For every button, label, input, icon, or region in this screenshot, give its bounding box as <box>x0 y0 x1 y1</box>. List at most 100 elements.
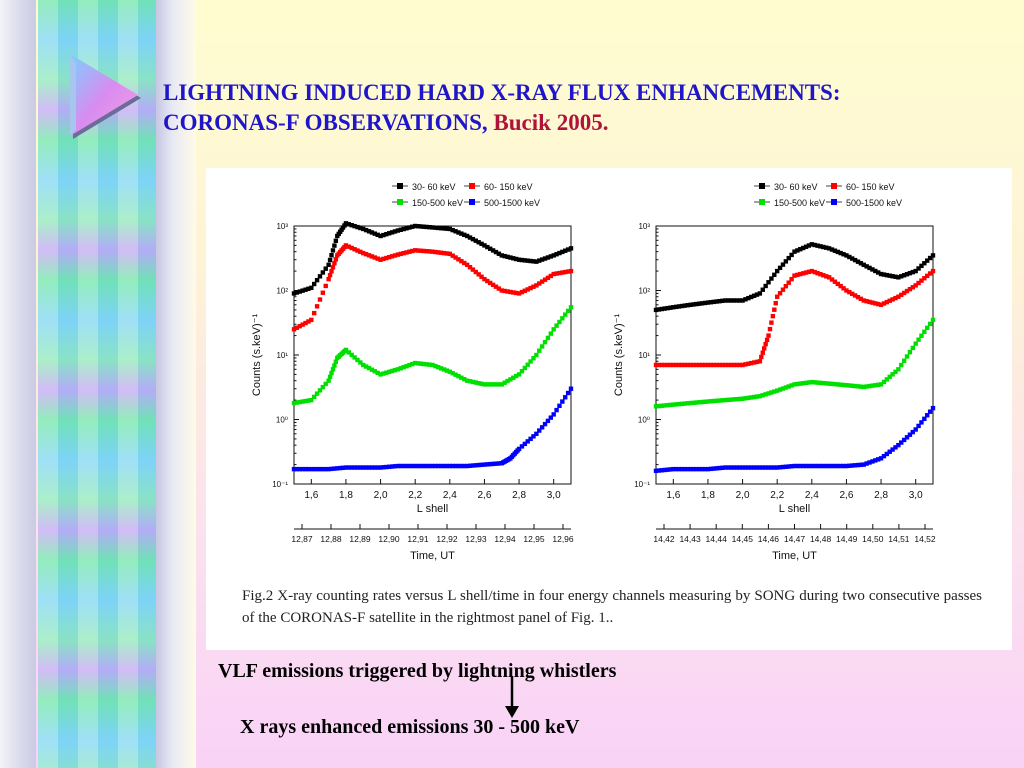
data-point <box>464 378 470 383</box>
data-point <box>565 247 571 252</box>
data-point <box>456 463 461 469</box>
time-tick-label: 12,89 <box>349 534 371 544</box>
data-point <box>352 465 357 470</box>
data-point <box>485 462 490 467</box>
data-point <box>327 272 333 278</box>
data-point <box>760 393 765 398</box>
data-point <box>855 294 861 300</box>
legend-marker <box>759 183 765 189</box>
data-point <box>901 273 907 278</box>
data-point <box>812 463 817 469</box>
data-point <box>346 350 352 355</box>
y-tick-label: 10⁻¹ <box>272 480 288 489</box>
data-point <box>479 381 484 386</box>
time-tick-label: 12,92 <box>436 534 458 544</box>
data-point <box>303 398 308 404</box>
data-point <box>708 466 714 472</box>
data-point <box>450 253 455 258</box>
data-point <box>485 278 490 284</box>
data-point <box>890 372 895 377</box>
data-point <box>708 399 714 404</box>
data-point <box>925 413 930 418</box>
data-point <box>792 249 797 254</box>
data-point <box>444 226 450 231</box>
data-point <box>375 465 380 470</box>
data-point <box>723 298 728 303</box>
data-point <box>560 270 565 275</box>
data-point <box>841 286 846 291</box>
time-tick-label: 14,45 <box>732 534 754 544</box>
data-point <box>809 379 815 385</box>
y-tick-label: 10³ <box>276 222 288 231</box>
data-point <box>798 381 803 386</box>
data-point <box>870 267 875 272</box>
data-point <box>904 354 910 359</box>
data-point <box>568 268 574 274</box>
data-point <box>300 466 305 472</box>
data-point <box>554 407 559 413</box>
x-tick-label: 3,0 <box>909 490 923 501</box>
data-point <box>493 382 499 387</box>
data-point <box>291 400 297 406</box>
data-point <box>395 367 401 372</box>
data-point <box>542 256 548 261</box>
data-point <box>464 262 470 268</box>
data-point <box>346 244 352 249</box>
data-point <box>542 277 548 282</box>
data-point <box>522 441 528 447</box>
data-point <box>505 378 510 384</box>
data-point <box>441 250 447 256</box>
data-point <box>563 395 568 400</box>
data-point <box>369 367 375 372</box>
legend-marker <box>831 199 837 205</box>
data-point <box>433 249 438 255</box>
data-point <box>806 380 812 385</box>
data-point <box>740 298 745 303</box>
x-tick-label: 2,2 <box>408 490 422 501</box>
data-point <box>355 248 360 253</box>
data-point <box>861 298 866 303</box>
time-tick-label: 12,91 <box>407 534 429 544</box>
data-point <box>363 364 369 369</box>
data-point <box>767 326 773 332</box>
data-point <box>705 399 711 404</box>
x-tick-label: 2,4 <box>805 490 819 501</box>
data-point <box>858 384 864 389</box>
data-point <box>711 299 716 305</box>
data-point <box>789 252 794 258</box>
data-point <box>291 291 297 296</box>
data-point <box>901 437 907 443</box>
data-point <box>329 253 334 258</box>
data-point <box>740 465 745 470</box>
data-point <box>317 466 323 472</box>
data-point <box>447 463 453 469</box>
data-point <box>427 463 432 469</box>
data-point <box>714 299 719 304</box>
data-point <box>890 297 895 302</box>
data-point <box>922 416 927 422</box>
data-point <box>870 300 875 305</box>
data-point <box>485 244 490 250</box>
data-point <box>852 257 858 263</box>
data-point <box>404 250 409 255</box>
data-point <box>852 383 858 389</box>
x-tick-label: 2,6 <box>477 490 491 501</box>
x-tick-label: 3,0 <box>547 490 561 501</box>
data-point <box>387 369 392 375</box>
data-point <box>913 283 918 288</box>
data-point <box>502 253 507 259</box>
data-point <box>907 270 913 276</box>
data-point <box>708 362 714 368</box>
data-point <box>421 248 427 254</box>
data-point <box>473 380 478 385</box>
data-point <box>537 348 542 353</box>
data-point <box>470 463 476 468</box>
data-point <box>855 462 861 468</box>
data-point <box>531 434 536 439</box>
data-point <box>792 382 797 387</box>
legend-marker <box>759 199 765 205</box>
data-point <box>456 230 461 235</box>
data-point <box>694 400 699 405</box>
y-axis-label: Counts (s.keV)⁻¹ <box>251 314 263 397</box>
data-point <box>401 250 406 256</box>
